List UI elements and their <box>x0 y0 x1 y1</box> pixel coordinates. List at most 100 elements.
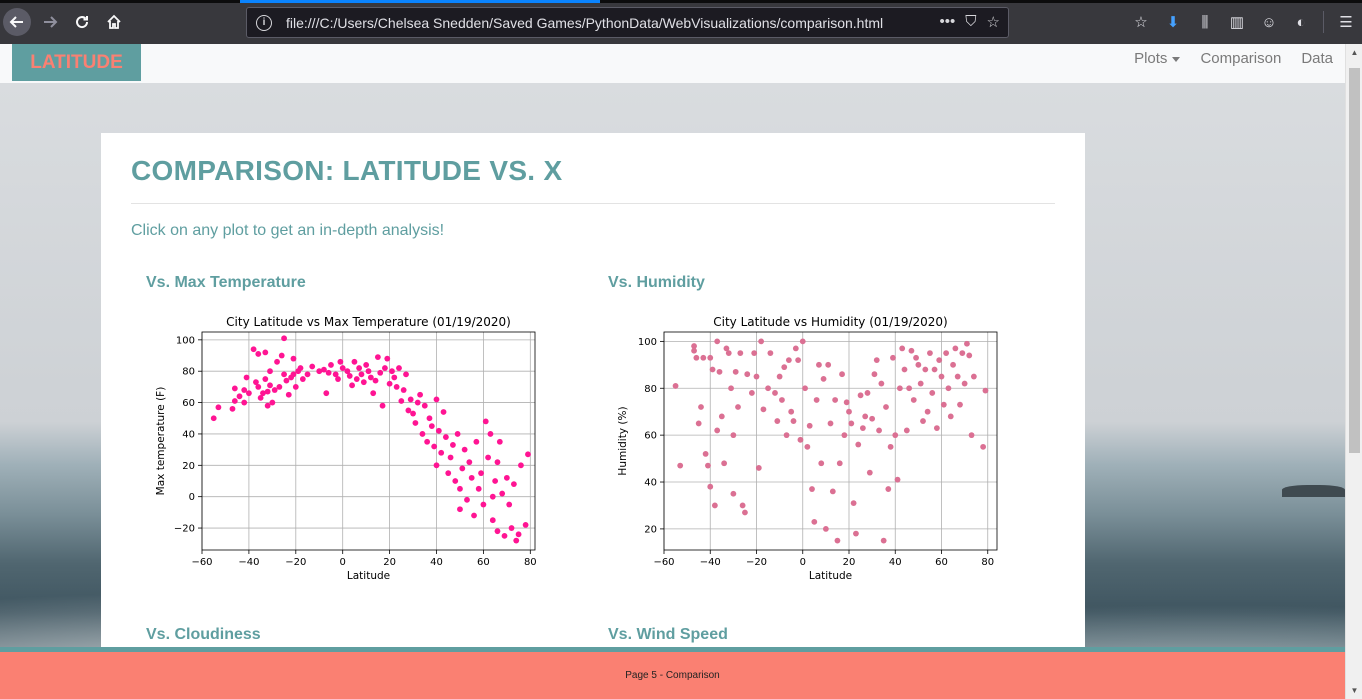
data-point <box>816 361 822 368</box>
data-point <box>702 450 709 457</box>
data-point <box>349 382 355 389</box>
data-point <box>920 418 926 424</box>
account-icon[interactable]: ☺ <box>1261 13 1277 31</box>
data-point <box>433 462 440 469</box>
data-point <box>804 443 811 450</box>
forward-button[interactable] <box>36 8 64 36</box>
data-point <box>781 364 788 371</box>
data-point <box>894 476 901 483</box>
brand-logo[interactable]: LATITUDE <box>12 44 141 81</box>
data-point <box>899 345 906 352</box>
data-point <box>730 432 737 439</box>
data-point <box>922 366 929 373</box>
data-point <box>709 366 716 373</box>
data-point <box>262 376 269 382</box>
data-point <box>832 397 839 403</box>
data-point <box>518 462 524 469</box>
distant-island <box>1282 485 1345 497</box>
footer: Page 5 - Comparison <box>0 647 1345 699</box>
data-point <box>938 373 945 380</box>
data-point <box>485 454 491 461</box>
data-point <box>417 391 423 398</box>
data-point <box>403 371 409 378</box>
back-button[interactable] <box>3 8 31 36</box>
reload-button[interactable] <box>68 8 96 36</box>
data-point <box>276 383 283 390</box>
data-point <box>906 385 913 392</box>
max-temperature-plot-link[interactable]: City Latitude vs Max Temperature (01/19/… <box>150 307 550 582</box>
extension-icon[interactable]: ◐ <box>1296 13 1306 31</box>
content-panel: COMPARISON: LATITUDE VS. X Click on any … <box>101 133 1085 673</box>
data-point <box>297 365 304 371</box>
data-point <box>732 368 739 375</box>
data-point <box>966 352 973 359</box>
data-point <box>321 366 327 373</box>
y-tick-label: 100 <box>638 337 657 348</box>
bookmark-star-icon[interactable]: ☆ <box>986 14 1000 31</box>
data-point <box>255 351 262 357</box>
data-point <box>834 537 841 544</box>
data-point <box>215 404 222 411</box>
data-point <box>339 365 346 371</box>
data-point <box>489 493 496 500</box>
scroll-down-icon[interactable]: ▼ <box>1350 686 1359 695</box>
data-point <box>806 422 813 429</box>
data-point <box>964 340 970 347</box>
data-point <box>811 518 818 525</box>
x-tick-label: 40 <box>430 557 443 568</box>
data-point <box>325 369 332 376</box>
data-point <box>862 413 869 420</box>
data-point <box>950 361 956 368</box>
data-point <box>440 409 447 415</box>
data-point <box>903 427 910 434</box>
data-point <box>936 357 943 364</box>
section-heading-max-temperature: Vs. Max Temperature <box>146 274 306 291</box>
data-point <box>933 425 940 432</box>
data-point <box>890 354 896 361</box>
library-icon[interactable]: ⫼ <box>1201 13 1209 31</box>
humidity-chart: City Latitude vs Humidity (01/19/2020) −6… <box>617 315 998 582</box>
data-point <box>783 432 790 439</box>
data-point <box>957 401 963 408</box>
data-point <box>744 371 751 378</box>
site-info-icon[interactable]: i <box>256 14 272 31</box>
y-tick-label: 60 <box>182 398 195 409</box>
sidebar-icon[interactable]: ▥ <box>1229 14 1245 31</box>
home-button[interactable] <box>100 8 128 36</box>
forward-arrow-icon <box>44 16 58 28</box>
data-point <box>496 438 503 445</box>
humidity-plot-link[interactable]: City Latitude vs Humidity (01/19/2020) −6… <box>612 307 1012 582</box>
nav-data-link[interactable]: Data <box>1301 50 1333 67</box>
data-point <box>304 371 311 378</box>
data-point <box>825 361 832 368</box>
pocket-icon[interactable]: ⛉ <box>965 13 977 30</box>
data-point <box>494 528 501 535</box>
data-point <box>253 379 259 386</box>
data-point <box>428 423 435 430</box>
url-bar[interactable]: i file:///C:/Users/Chelsea Snedden/Saved… <box>246 7 1009 38</box>
url-text[interactable]: file:///C:/Users/Chelsea Snedden/Saved G… <box>286 14 884 31</box>
bookmarks-menu-icon[interactable]: ☆ <box>1134 14 1148 31</box>
data-point <box>494 459 501 466</box>
hamburger-menu-icon[interactable]: ☰ <box>1339 14 1353 31</box>
y-tick-label: 100 <box>176 335 195 346</box>
data-point <box>466 459 473 466</box>
data-point <box>959 350 966 356</box>
plot-frame <box>663 331 998 551</box>
scrollbar-thumb[interactable] <box>1349 68 1360 453</box>
data-point <box>795 357 802 364</box>
nav-plots-dropdown[interactable]: Plots <box>1134 50 1181 67</box>
data-point <box>927 350 933 356</box>
data-point <box>843 399 850 406</box>
vertical-scrollbar[interactable]: ▲ ▼ <box>1345 44 1362 699</box>
download-icon[interactable]: ⬇ <box>1166 14 1180 31</box>
page-actions-icon[interactable]: ••• <box>939 13 956 30</box>
data-point <box>396 365 402 371</box>
data-point <box>952 345 959 352</box>
plot-frame <box>201 331 536 551</box>
nav-comparison-link[interactable]: Comparison <box>1200 50 1282 67</box>
section-heading-wind-speed: Vs. Wind Speed <box>608 626 728 643</box>
data-point <box>869 415 876 422</box>
data-point <box>910 397 917 403</box>
scroll-up-icon[interactable]: ▲ <box>1350 48 1359 57</box>
